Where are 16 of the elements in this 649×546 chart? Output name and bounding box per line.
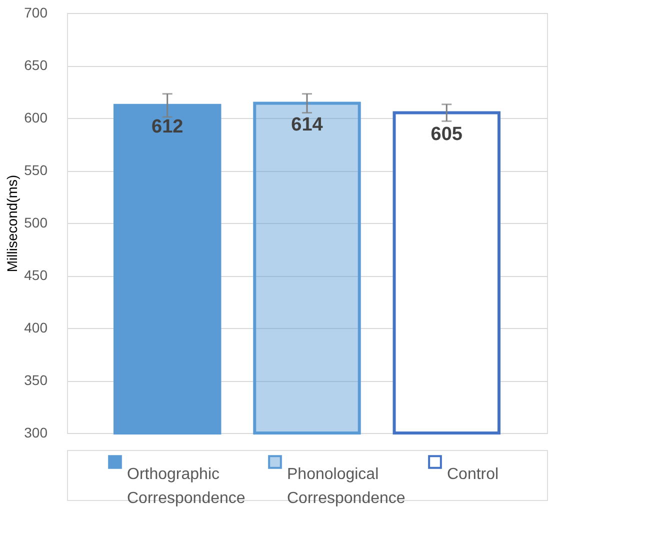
y-tick-label: 500 bbox=[24, 214, 48, 230]
y-tick-label: 600 bbox=[24, 110, 48, 126]
legend-label: Control bbox=[447, 466, 499, 483]
y-axis-title: Millisecond(ms) bbox=[4, 174, 20, 272]
data-label: 612 bbox=[152, 116, 184, 138]
legend-label: Orthographic Correspondence bbox=[127, 466, 246, 507]
y-tick-label: 450 bbox=[24, 267, 48, 283]
y-tick-label: 550 bbox=[24, 162, 48, 178]
data-label: 605 bbox=[430, 124, 463, 145]
y-tick-label: 400 bbox=[24, 320, 48, 336]
y-tick-label: 650 bbox=[24, 57, 48, 73]
y-tick-label: 700 bbox=[24, 4, 48, 20]
y-tick-label: 350 bbox=[24, 372, 48, 388]
y-tick-label: 300 bbox=[24, 424, 48, 440]
legend-label: Phonological Correspondence bbox=[287, 466, 406, 507]
data-label: 614 bbox=[291, 114, 324, 136]
